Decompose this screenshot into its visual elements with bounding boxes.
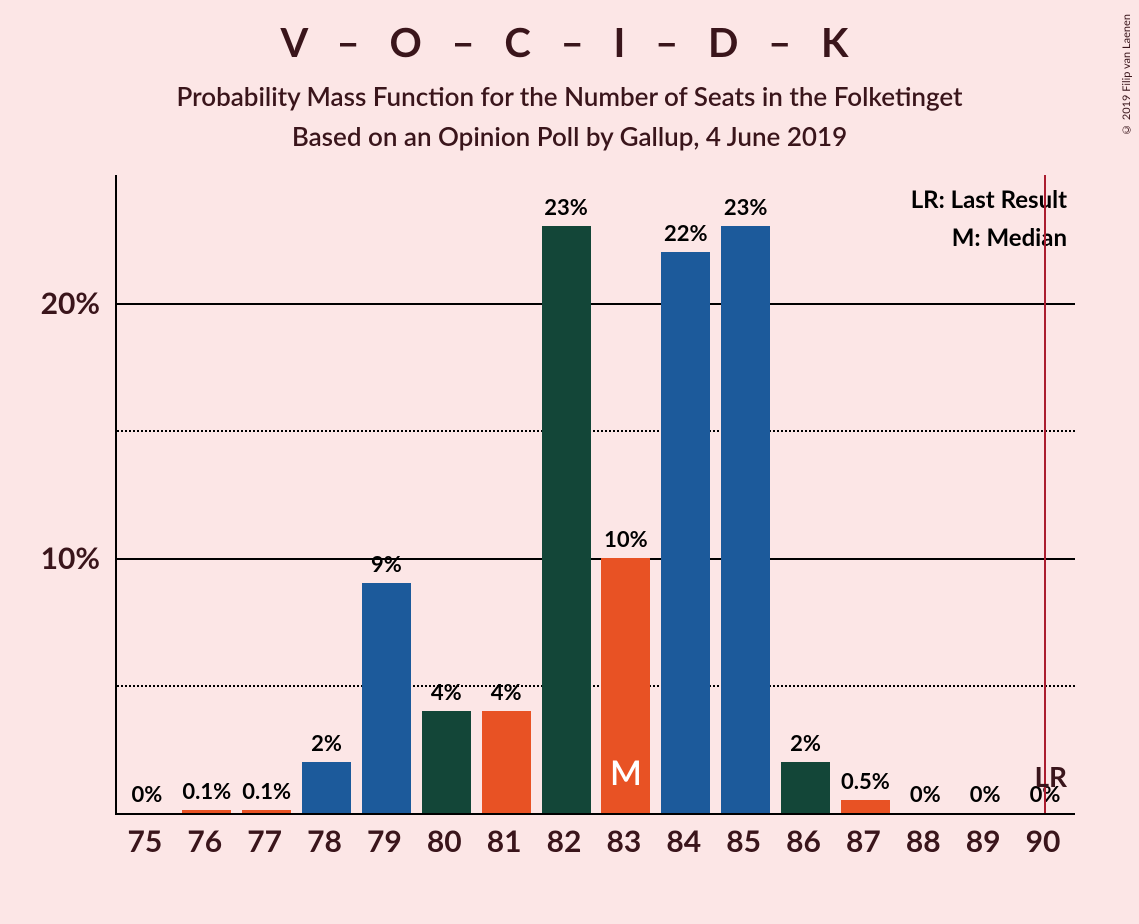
bar-value-label: 4%	[416, 678, 476, 705]
bar	[242, 810, 291, 813]
bar-value-label: 0.5%	[836, 767, 896, 794]
x-axis-label: 83	[607, 823, 642, 859]
x-axis-label: 88	[906, 823, 941, 859]
bar	[542, 226, 591, 813]
x-axis-label: 84	[666, 823, 701, 859]
bar-value-label: 0.1%	[177, 777, 237, 804]
bar-value-label: 23%	[536, 193, 596, 220]
bar	[721, 226, 770, 813]
bar-value-label: 22%	[656, 219, 716, 246]
copyright-text: © 2019 Filip van Laenen	[1120, 14, 1133, 136]
bar-value-label: 4%	[476, 678, 536, 705]
x-axis-label: 85	[726, 823, 761, 859]
bar	[422, 711, 471, 813]
x-axis-label: 90	[1026, 823, 1061, 859]
last-result-label: LR	[1034, 759, 1067, 793]
bar	[302, 762, 351, 813]
median-marker: M	[610, 752, 642, 793]
bar-value-label: 10%	[596, 525, 656, 552]
subtitle-line-1: Probability Mass Function for the Number…	[0, 76, 1139, 116]
y-axis-label: 10%	[41, 540, 100, 576]
bar-value-label: 0%	[955, 780, 1015, 807]
x-axis-label: 89	[966, 823, 1001, 859]
x-axis-label: 79	[367, 823, 402, 859]
bar	[781, 762, 830, 813]
bar	[841, 800, 890, 813]
x-axis-label: 82	[547, 823, 582, 859]
y-axis-label: 20%	[41, 285, 100, 321]
x-axis-label: 87	[846, 823, 881, 859]
chart-subtitle: Probability Mass Function for the Number…	[0, 76, 1139, 157]
last-result-line	[1044, 175, 1046, 813]
chart-title: V – O – C – I – D – K	[0, 18, 1139, 66]
bars-container: 0%0.1%0.1%2%9%4%4%23%10%M22%23%2%0.5%0%0…	[117, 175, 1075, 813]
bar	[482, 711, 531, 813]
bar	[362, 583, 411, 813]
bar	[661, 252, 710, 813]
x-axis-label: 77	[247, 823, 282, 859]
x-axis-label: 75	[128, 823, 163, 859]
subtitle-line-2: Based on an Opinion Poll by Gallup, 4 Ju…	[0, 116, 1139, 156]
bar-value-label: 2%	[776, 729, 836, 756]
x-axis-label: 80	[427, 823, 462, 859]
x-axis-label: 76	[187, 823, 222, 859]
bar	[182, 810, 231, 813]
x-axis-label: 86	[786, 823, 821, 859]
x-axis-label: 81	[487, 823, 522, 859]
x-axis-label: 78	[307, 823, 342, 859]
bar-value-label: 2%	[297, 729, 357, 756]
bar-value-label: 9%	[357, 550, 417, 577]
bar-value-label: 0%	[895, 780, 955, 807]
bar-value-label: 23%	[716, 193, 776, 220]
bar-value-label: 0.1%	[237, 777, 297, 804]
plot-area: LR: Last Result M: Median 0%0.1%0.1%2%9%…	[115, 175, 1075, 815]
bar-value-label: 0%	[117, 780, 177, 807]
chart-area: LR: Last Result M: Median 0%0.1%0.1%2%9%…	[115, 175, 1075, 875]
